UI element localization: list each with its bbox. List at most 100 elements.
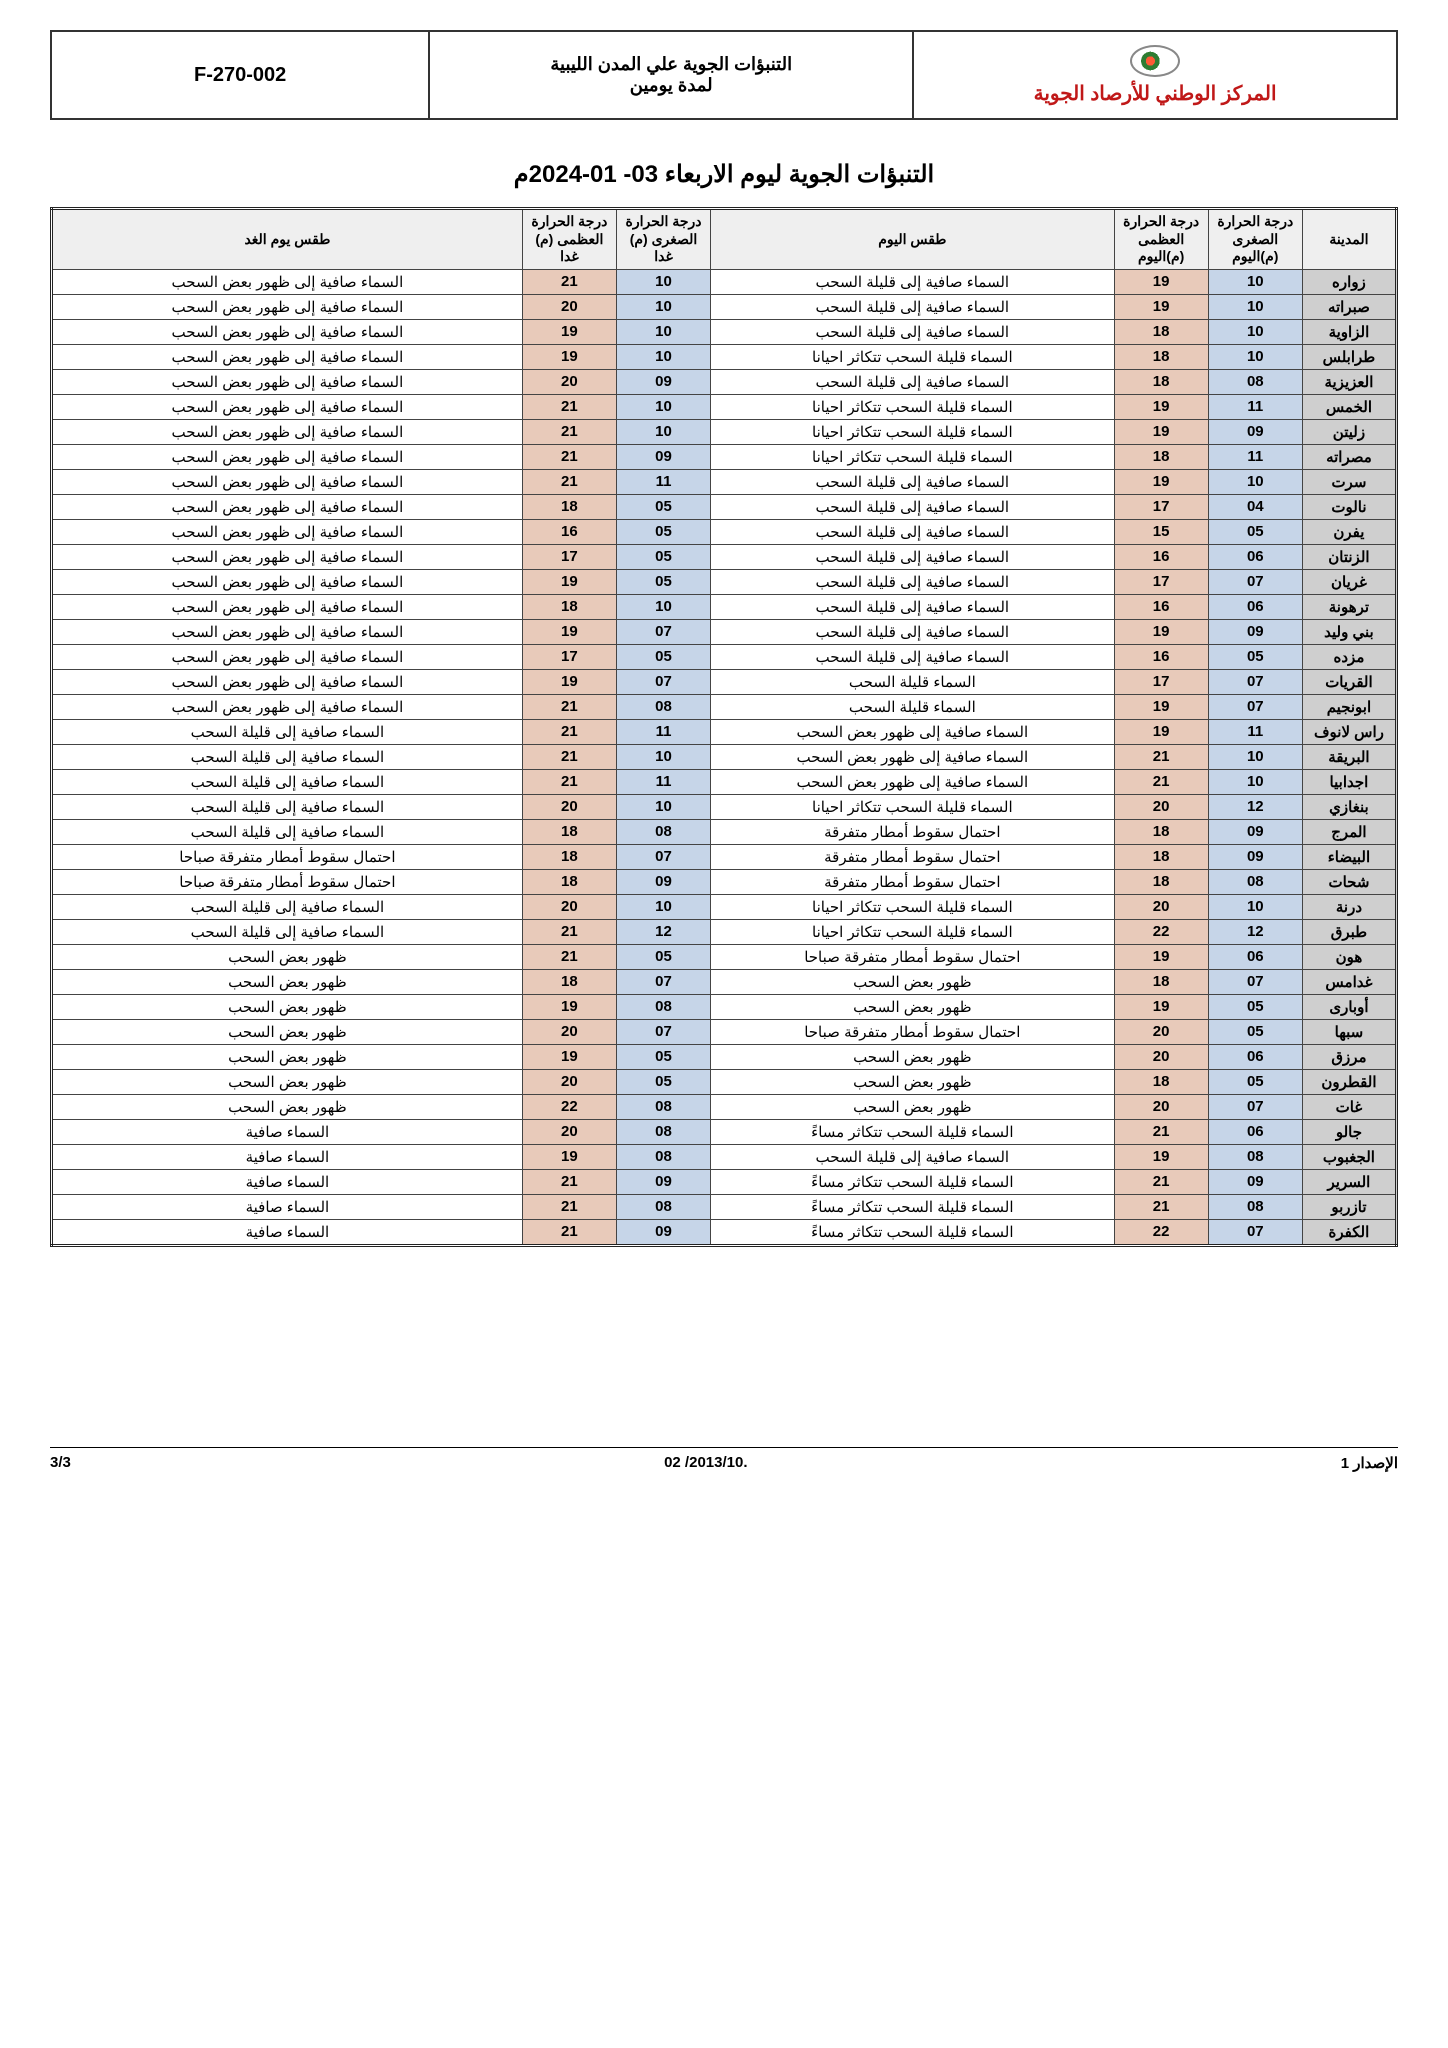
cell-high-today: 19 [1114,394,1208,419]
cell-weather-tomorrow: ظهور بعض السحب [52,1044,523,1069]
table-row: يفرن0515السماء صافية إلى قليلة السحب0516… [52,519,1397,544]
cell-weather-today: السماء صافية إلى قليلة السحب [711,619,1115,644]
cell-high-tomorrow: 20 [522,294,616,319]
cell-weather-today: ظهور بعض السحب [711,994,1115,1019]
cell-high-tomorrow: 22 [522,1094,616,1119]
col-high-today: درجة الحرارة العظمى (م)اليوم [1114,209,1208,270]
cell-weather-tomorrow: السماء صافية إلى ظهور بعض السحب [52,519,523,544]
table-row: طرابلس1018السماء قليلة السحب تتكاثر احيا… [52,344,1397,369]
cell-low-tomorrow: 07 [616,969,710,994]
table-row: سبها0520احتمال سقوط أمطار متفرقة صباحا07… [52,1019,1397,1044]
cell-weather-tomorrow: السماء صافية إلى ظهور بعض السحب [52,594,523,619]
cell-low-today: 11 [1208,394,1302,419]
cell-high-tomorrow: 20 [522,1069,616,1094]
cell-weather-tomorrow: السماء صافية إلى قليلة السحب [52,769,523,794]
cell-weather-today: احتمال سقوط أمطار متفرقة صباحا [711,1019,1115,1044]
table-row: زواره1019السماء صافية إلى قليلة السحب102… [52,269,1397,294]
cell-weather-tomorrow: السماء صافية [52,1194,523,1219]
cell-high-tomorrow: 21 [522,744,616,769]
col-high-tomorrow: درجة الحرارة العظمى (م) غدا [522,209,616,270]
form-code: F-270-002 [52,32,428,118]
table-row: بنغازي1220السماء قليلة السحب تتكاثر احيا… [52,794,1397,819]
cell-high-today: 18 [1114,369,1208,394]
cell-weather-today: السماء قليلة السحب تتكاثر احيانا [711,419,1115,444]
cell-low-today: 10 [1208,469,1302,494]
cell-city: العزيزية [1302,369,1396,394]
cell-high-today: 17 [1114,669,1208,694]
cell-high-tomorrow: 18 [522,844,616,869]
cell-high-today: 20 [1114,1094,1208,1119]
cell-high-tomorrow: 21 [522,769,616,794]
cell-weather-today: السماء صافية إلى قليلة السحب [711,544,1115,569]
cell-city: مرزق [1302,1044,1396,1069]
cell-high-today: 20 [1114,794,1208,819]
cell-city: البريقة [1302,744,1396,769]
cell-weather-tomorrow: السماء صافية إلى قليلة السحب [52,919,523,944]
cell-weather-tomorrow: السماء صافية إلى ظهور بعض السحب [52,294,523,319]
cell-city: غات [1302,1094,1396,1119]
cell-low-today: 11 [1208,719,1302,744]
cell-weather-tomorrow: احتمال سقوط أمطار متفرقة صباحا [52,844,523,869]
table-row: الكفرة0722السماء قليلة السحب تتكاثر مساء… [52,1219,1397,1245]
cell-low-today: 09 [1208,844,1302,869]
cell-city: أوبارى [1302,994,1396,1019]
cell-high-today: 22 [1114,919,1208,944]
cell-high-today: 21 [1114,1169,1208,1194]
cell-high-tomorrow: 21 [522,419,616,444]
cell-city: شحات [1302,869,1396,894]
cell-city: المرج [1302,819,1396,844]
cell-city: تازربو [1302,1194,1396,1219]
cell-low-today: 07 [1208,969,1302,994]
cell-city: زليتن [1302,419,1396,444]
cell-low-today: 12 [1208,919,1302,944]
cell-low-today: 08 [1208,369,1302,394]
cell-high-tomorrow: 21 [522,269,616,294]
table-row: غدامس0718ظهور بعض السحب0718ظهور بعض السح… [52,969,1397,994]
cell-weather-tomorrow: السماء صافية [52,1119,523,1144]
org-name: المركز الوطني للأرصاد الجوية [1034,81,1277,106]
cell-high-tomorrow: 21 [522,719,616,744]
cell-city: الزاوية [1302,319,1396,344]
cell-high-today: 19 [1114,294,1208,319]
cell-low-today: 10 [1208,894,1302,919]
cell-low-tomorrow: 11 [616,769,710,794]
cell-low-tomorrow: 10 [616,894,710,919]
cell-low-today: 08 [1208,1194,1302,1219]
cell-high-tomorrow: 18 [522,819,616,844]
table-row: راس لانوف1119السماء صافية إلى ظهور بعض ا… [52,719,1397,744]
table-row: السرير0921السماء قليلة السحب تتكاثر مساء… [52,1169,1397,1194]
cell-low-today: 10 [1208,344,1302,369]
cell-weather-tomorrow: السماء صافية [52,1169,523,1194]
cell-weather-tomorrow: السماء صافية إلى ظهور بعض السحب [52,544,523,569]
cell-high-today: 21 [1114,769,1208,794]
cell-city: ابونجيم [1302,694,1396,719]
cell-weather-tomorrow: ظهور بعض السحب [52,969,523,994]
cell-low-today: 05 [1208,1019,1302,1044]
cell-city: نالوت [1302,494,1396,519]
table-row: ابونجيم0719السماء قليلة السحب0821السماء … [52,694,1397,719]
cell-high-today: 21 [1114,1194,1208,1219]
table-row: سرت1019السماء صافية إلى قليلة السحب1121ا… [52,469,1397,494]
cell-city: زواره [1302,269,1396,294]
col-weather-today: طقس اليوم [711,209,1115,270]
cell-low-tomorrow: 10 [616,744,710,769]
cell-high-today: 16 [1114,644,1208,669]
cell-weather-tomorrow: السماء صافية إلى ظهور بعض السحب [52,569,523,594]
col-low-tomorrow: درجة الحرارة الصغرى (م) غدا [616,209,710,270]
cell-high-tomorrow: 18 [522,969,616,994]
cell-high-tomorrow: 19 [522,1144,616,1169]
cell-city: غريان [1302,569,1396,594]
cell-high-tomorrow: 19 [522,994,616,1019]
table-row: الزاوية1018السماء صافية إلى قليلة السحب1… [52,319,1397,344]
table-row: غات0720ظهور بعض السحب0822ظهور بعض السحب [52,1094,1397,1119]
cell-low-tomorrow: 11 [616,469,710,494]
page-title: التنبؤات الجوية ليوم الاربعاء 03- 01-202… [50,160,1398,189]
cell-city: الخمس [1302,394,1396,419]
cell-weather-today: السماء صافية إلى قليلة السحب [711,519,1115,544]
cell-weather-tomorrow: السماء صافية إلى ظهور بعض السحب [52,469,523,494]
cell-weather-tomorrow: السماء صافية إلى قليلة السحب [52,894,523,919]
cell-weather-tomorrow: ظهور بعض السحب [52,944,523,969]
cell-low-today: 06 [1208,1044,1302,1069]
cell-low-today: 10 [1208,744,1302,769]
cell-low-today: 09 [1208,1169,1302,1194]
